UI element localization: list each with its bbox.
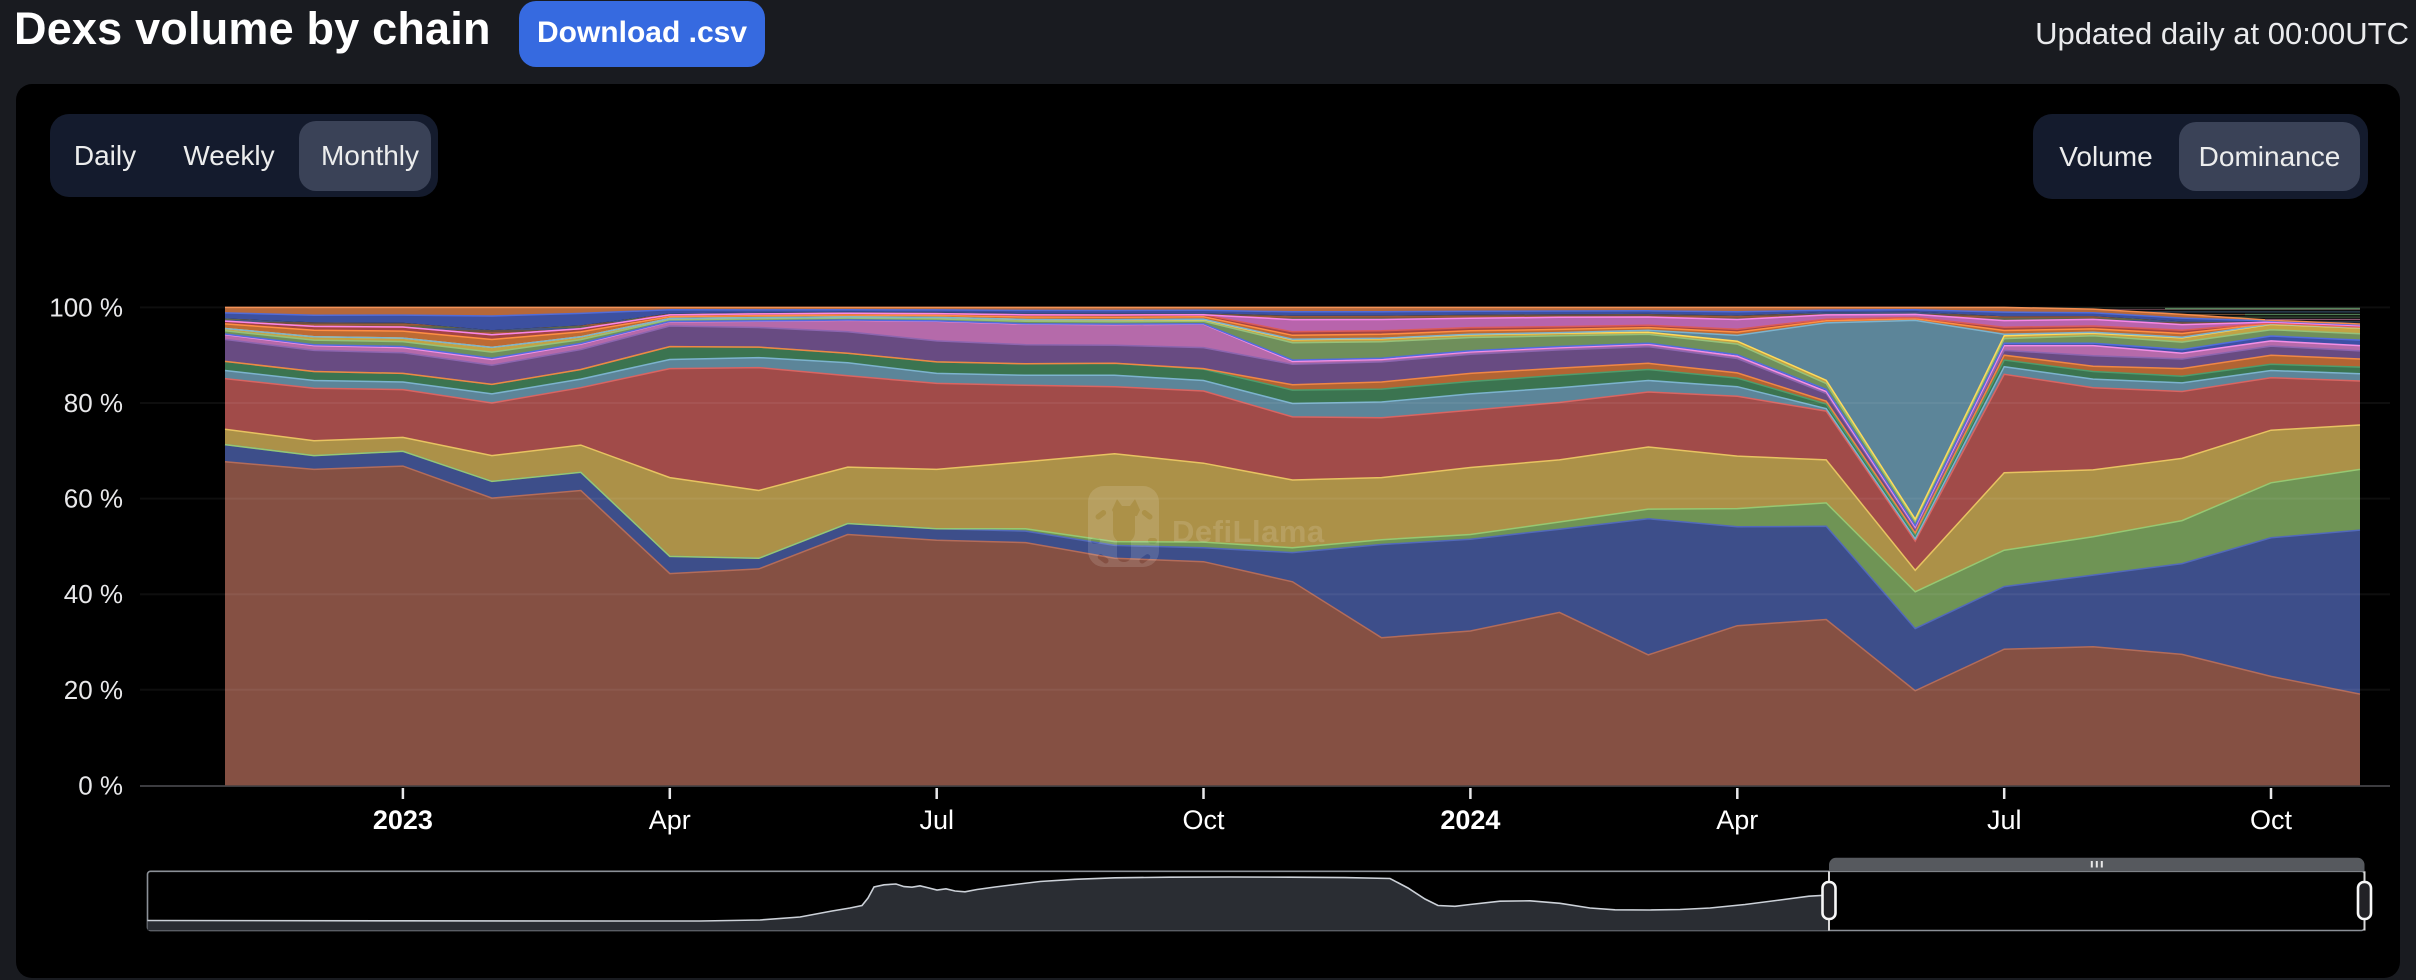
svg-text:100 %: 100 %	[49, 292, 123, 322]
svg-text:0 %: 0 %	[78, 770, 123, 800]
svg-text:20 %: 20 %	[64, 675, 123, 705]
svg-text:Oct: Oct	[2250, 805, 2293, 835]
svg-text:Apr: Apr	[649, 805, 691, 835]
svg-text:60 %: 60 %	[64, 484, 123, 514]
svg-text:2023: 2023	[373, 805, 433, 835]
svg-text:40 %: 40 %	[64, 579, 123, 609]
svg-text:Apr: Apr	[1716, 805, 1758, 835]
svg-text:Oct: Oct	[1182, 805, 1225, 835]
svg-text:2024: 2024	[1440, 805, 1500, 835]
svg-text:DefiLlama: DefiLlama	[1172, 514, 1325, 549]
svg-text:Jul: Jul	[1987, 805, 2022, 835]
svg-text:Jul: Jul	[919, 805, 954, 835]
svg-text:80 %: 80 %	[64, 388, 123, 418]
